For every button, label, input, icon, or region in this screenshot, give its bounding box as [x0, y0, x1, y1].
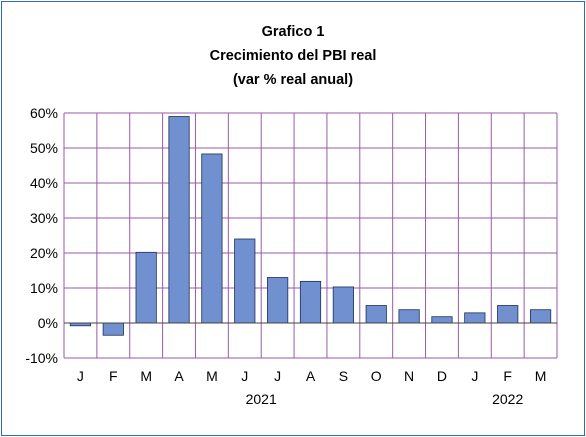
y-tick-label: 10%: [30, 280, 58, 296]
bar: [497, 305, 519, 324]
x-tick-label: J: [241, 368, 248, 384]
x-tick-label: A: [174, 368, 184, 384]
y-tick-label: -10%: [25, 350, 58, 366]
bar: [168, 116, 190, 324]
bar: [201, 153, 223, 324]
x-tick-label: J: [274, 368, 281, 384]
x-tick-label: O: [371, 368, 382, 384]
x-tick-label: D: [437, 368, 447, 384]
bar: [365, 305, 387, 324]
chart-subtitle: Crecimiento del PBI real: [209, 48, 377, 64]
x-tick-label: N: [404, 368, 414, 384]
bar: [267, 277, 289, 324]
chart-subtitle-units: (var % real anual): [232, 72, 354, 88]
x-tick-label: F: [503, 368, 512, 384]
bar: [234, 238, 256, 324]
bar: [529, 309, 552, 324]
bar: [102, 322, 124, 336]
y-tick-label: 60%: [30, 105, 58, 121]
y-tick-label: 40%: [30, 175, 58, 191]
y-tick-label: 30%: [30, 210, 58, 226]
x-tick-label: M: [140, 368, 152, 384]
year-label: 2022: [492, 391, 523, 407]
bar: [332, 286, 354, 324]
y-tick-label: 0%: [38, 315, 58, 331]
x-tick-label: J: [77, 368, 84, 384]
bar: [431, 316, 453, 324]
y-tick-label: 50%: [30, 140, 58, 156]
bar: [464, 312, 486, 324]
x-tick-label: M: [206, 368, 218, 384]
year-label: 2021: [246, 391, 277, 407]
chart-title: Grafico 1: [261, 24, 325, 40]
bar: [398, 309, 420, 324]
bar: [135, 251, 157, 324]
x-tick-label: A: [306, 368, 316, 384]
x-tick-label: S: [339, 368, 348, 384]
x-tick-label: J: [471, 368, 478, 384]
x-tick-label: M: [535, 368, 547, 384]
y-tick-label: 20%: [30, 245, 58, 261]
x-tick-label: F: [109, 368, 118, 384]
bar: [299, 280, 322, 324]
